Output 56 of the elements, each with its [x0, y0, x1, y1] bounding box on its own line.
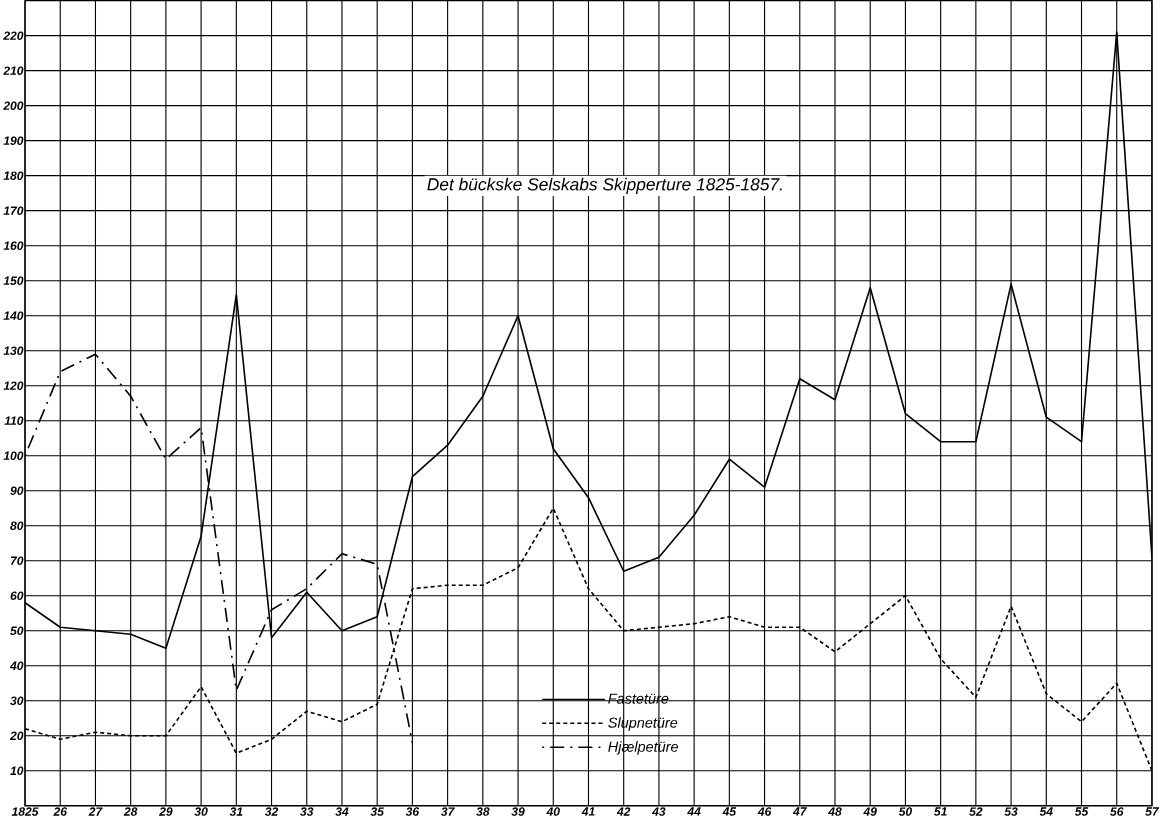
y-tick-label: 90: [10, 486, 24, 495]
x-tick-label: 27: [88, 807, 103, 816]
x-tick-label: 53: [1004, 807, 1018, 816]
y-tick-label: 210: [3, 66, 24, 75]
x-tick-label: 48: [828, 807, 842, 816]
y-tick-label: 160: [3, 241, 24, 250]
x-tick-label: 37: [441, 807, 455, 816]
y-tick-label: 30: [10, 696, 24, 705]
x-tick-label: 36: [405, 807, 420, 816]
x-tick-label: 45: [722, 807, 737, 816]
x-tick-label: 46: [757, 807, 772, 816]
x-tick-label: 52: [969, 807, 983, 816]
x-tick-label: 30: [194, 807, 208, 816]
x-tick-label: 26: [53, 807, 68, 816]
y-tick-label: 200: [3, 101, 24, 110]
x-tick-label: 39: [511, 807, 525, 816]
x-tick-label: 41: [581, 807, 595, 816]
x-tick-label: 1825: [11, 807, 39, 816]
y-tick-label: 80: [10, 521, 24, 530]
x-tick-label: 49: [863, 807, 877, 816]
x-tick-label: 51: [934, 807, 947, 816]
y-tick-label: 50: [10, 626, 24, 635]
y-tick-label: 170: [3, 206, 24, 215]
x-tick-label: 57: [1145, 807, 1160, 816]
y-tick-label: 190: [3, 136, 24, 145]
text: Det bückske Selskabs Skipperture 1825-1857.: [427, 177, 782, 194]
y-tick-label: 10: [10, 766, 24, 775]
x-tick-label: 50: [898, 807, 913, 816]
x-tick-label: 56: [1110, 807, 1124, 816]
x-tick-label: 28: [123, 807, 138, 816]
x-tick-label: 31: [229, 807, 243, 816]
y-tick-label: 120: [3, 381, 24, 390]
x-tick-label: 44: [687, 807, 701, 816]
x-tick-label: 38: [476, 807, 490, 816]
x-tick-label: 34: [335, 807, 349, 816]
x-tick-label: 43: [652, 807, 666, 816]
y-tick-label: 40: [9, 661, 24, 670]
y-tick-label: 20: [9, 731, 24, 740]
y-tick-label: 60: [10, 591, 24, 600]
x-tick-label: 32: [264, 807, 279, 816]
x-tick-label: 35: [370, 807, 385, 816]
x-tick-label: 55: [1074, 807, 1089, 816]
x-tick-label: 42: [616, 807, 631, 816]
y-tick-label: 110: [4, 416, 24, 425]
y-tick-label: 140: [3, 311, 24, 320]
x-tick-label: 29: [158, 807, 173, 816]
y-tick-label: 180: [3, 171, 24, 180]
x-tick-label: 54: [1039, 807, 1053, 816]
y-tick-label: 130: [3, 346, 24, 355]
x-tick-label: 47: [792, 807, 807, 816]
y-tick-label: 220: [3, 31, 24, 40]
y-tick-label: 100: [3, 451, 24, 460]
y-tick-label: 150: [3, 276, 24, 285]
x-tick-label: 33: [300, 807, 314, 816]
y-tick-label: 70: [10, 556, 24, 565]
x-tick-label: 40: [546, 807, 560, 816]
